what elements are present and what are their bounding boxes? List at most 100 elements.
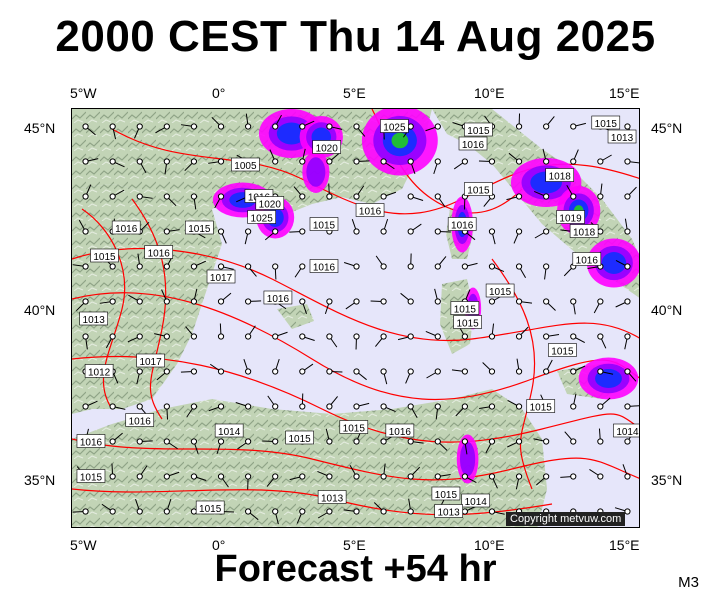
bottom-lon-label-5w: 5°W bbox=[70, 537, 97, 553]
wind-barb bbox=[597, 154, 612, 165]
copyright-notice: Copyright metvuw.com bbox=[506, 512, 626, 526]
wind-barb bbox=[434, 193, 446, 208]
wind-barb bbox=[560, 473, 577, 480]
wind-barb bbox=[570, 122, 586, 130]
isobar-line bbox=[131, 198, 167, 420]
wind-barb bbox=[380, 158, 395, 170]
wind-barb bbox=[407, 403, 418, 419]
wind-barb bbox=[373, 502, 387, 515]
forecast-map: 1015 1016 1015 1013 1020 1025 1005 1016 1020 1025… bbox=[71, 108, 640, 528]
wind-barb bbox=[597, 333, 607, 349]
isobar-label: 1015 bbox=[548, 343, 577, 358]
wind-barb bbox=[434, 473, 451, 480]
isobar-label-text: 1014 bbox=[465, 497, 488, 508]
wind-barb bbox=[597, 183, 604, 200]
wind-barb bbox=[109, 123, 117, 140]
bottom-lon-label-15e: 15°E bbox=[609, 537, 640, 553]
isobar-label: 1014 bbox=[214, 423, 244, 438]
isobar-line bbox=[81, 208, 126, 410]
isobar-label: 1025 bbox=[380, 119, 409, 134]
isobar-label: 1018 bbox=[545, 168, 575, 183]
wind-barb bbox=[370, 298, 387, 305]
isobar-label-text: 1016 bbox=[80, 438, 103, 449]
wind-barb bbox=[272, 508, 279, 525]
isobar-label-text: 1018 bbox=[549, 172, 572, 183]
wind-barb bbox=[190, 473, 207, 481]
wind-barb bbox=[267, 395, 279, 410]
right-lat-label-40n: 40°N bbox=[651, 302, 683, 318]
wind-barb bbox=[425, 123, 441, 132]
wind-barb bbox=[133, 123, 143, 139]
wind-barb bbox=[109, 158, 125, 168]
wind-barb bbox=[76, 298, 89, 312]
isobar-label: 1015 bbox=[431, 486, 461, 501]
wind-barb bbox=[245, 473, 252, 490]
wind-barb bbox=[163, 438, 178, 450]
isobar-line bbox=[491, 258, 536, 490]
wind-barb bbox=[186, 403, 198, 418]
left-lat-label-45n: 45°N bbox=[24, 120, 56, 136]
wind-barb bbox=[109, 403, 126, 410]
wind-barb bbox=[211, 116, 225, 130]
isobar-label-text: 1015 bbox=[595, 119, 618, 130]
wind-barb bbox=[72, 263, 89, 270]
wind-barb bbox=[101, 503, 116, 515]
wind-barb bbox=[543, 116, 555, 130]
wind-barb bbox=[515, 263, 527, 279]
wind-barb bbox=[299, 298, 308, 314]
wind-barb bbox=[506, 193, 523, 201]
right-lat-label-35n: 35°N bbox=[651, 472, 683, 488]
wind-barb bbox=[349, 464, 360, 480]
wind-barb bbox=[597, 397, 611, 410]
wind-barb bbox=[325, 428, 333, 445]
map-title: 2000 CEST Thu 14 Aug 2025 bbox=[55, 12, 656, 61]
isobar-label: 1016 bbox=[458, 136, 488, 151]
top-lon-label-10e: 10°E bbox=[474, 85, 505, 101]
wind-barb bbox=[488, 508, 505, 515]
wind-barb bbox=[190, 438, 199, 454]
precipitation-area bbox=[391, 132, 409, 149]
top-lon-label-5w: 5°W bbox=[70, 85, 97, 101]
model-code: M3 bbox=[678, 574, 699, 591]
wind-barb bbox=[570, 149, 579, 165]
isobar-label-text: 1016 bbox=[129, 417, 152, 428]
wind-barb bbox=[570, 393, 577, 410]
isobar-label-text: 1015 bbox=[313, 221, 336, 232]
isobar-label-text: 1013 bbox=[321, 494, 344, 505]
isobar-label-text: 1018 bbox=[573, 228, 596, 239]
wind-barb bbox=[566, 184, 577, 200]
wind-barb bbox=[407, 158, 416, 174]
wind-barb bbox=[479, 403, 496, 410]
isobar-label: 1013 bbox=[317, 490, 347, 505]
isobar-label-text: 1020 bbox=[259, 200, 282, 211]
isobar-label: 1015 bbox=[76, 469, 106, 484]
wind-barb bbox=[407, 253, 414, 270]
wind-barb bbox=[461, 262, 478, 270]
isobar-label: 1012 bbox=[84, 364, 114, 379]
wind-barb bbox=[190, 288, 198, 305]
wind-barb bbox=[351, 219, 360, 235]
wind-barb bbox=[109, 189, 125, 200]
wind-barb bbox=[508, 152, 523, 165]
wind-barb bbox=[542, 148, 550, 165]
wind-barb bbox=[515, 473, 523, 490]
wind-barb bbox=[299, 333, 315, 341]
precipitation-area bbox=[306, 157, 326, 187]
wind-barb bbox=[534, 228, 550, 239]
wind-barb bbox=[482, 362, 496, 375]
wind-barb bbox=[478, 158, 496, 165]
wind-barb bbox=[272, 263, 279, 280]
isobar-label-text: 1015 bbox=[530, 403, 553, 414]
wind-barb bbox=[570, 333, 585, 344]
isobar-label-text: 1016 bbox=[115, 224, 138, 235]
isobar-label-text: 1016 bbox=[389, 427, 412, 438]
isobar-label: 1016 bbox=[144, 245, 174, 260]
wind-barb bbox=[136, 193, 153, 200]
wind-barb bbox=[461, 438, 468, 455]
wind-barb bbox=[434, 438, 448, 451]
wind-barb bbox=[245, 298, 262, 305]
wind-barb bbox=[380, 191, 397, 200]
wind-barb bbox=[163, 158, 170, 175]
wind-barb bbox=[461, 473, 477, 484]
wind-barb bbox=[353, 368, 367, 381]
